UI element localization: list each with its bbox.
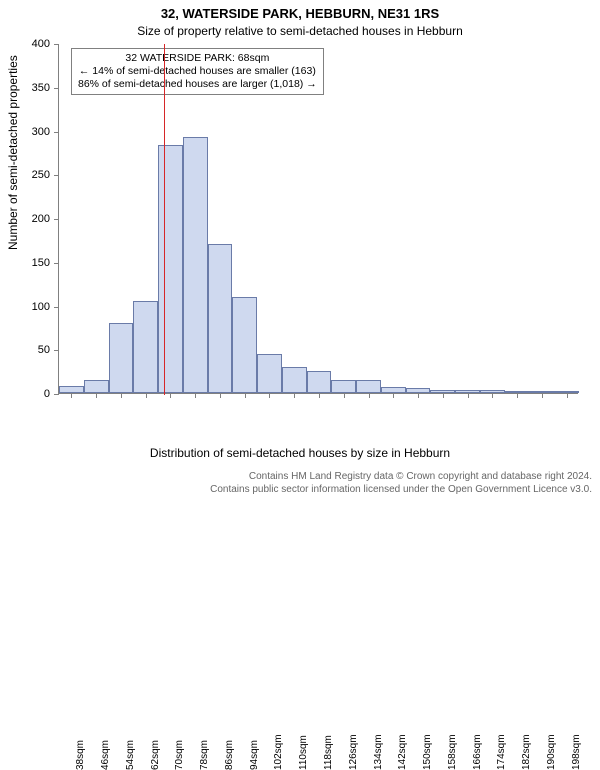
x-tick-label: 190sqm (546, 734, 557, 770)
x-axis-label: Distribution of semi-detached houses by … (0, 446, 600, 460)
y-tick (54, 394, 59, 395)
x-tick-label: 182sqm (521, 734, 532, 770)
chart-subtitle: Size of property relative to semi-detach… (0, 24, 600, 38)
x-tick (443, 393, 444, 398)
footer-line-1: Contains HM Land Registry data © Crown c… (20, 470, 592, 483)
property-marker-line (164, 44, 165, 395)
x-tick-label: 142sqm (397, 734, 408, 770)
y-tick-label: 0 (10, 388, 50, 400)
x-tick (121, 393, 122, 398)
x-tick (220, 393, 221, 398)
histogram-bar (331, 380, 356, 393)
x-tick-label: 86sqm (224, 740, 235, 770)
y-tick (54, 175, 59, 176)
x-tick (294, 393, 295, 398)
x-tick (393, 393, 394, 398)
x-tick (71, 393, 72, 398)
histogram-bar (282, 367, 307, 393)
x-tick (195, 393, 196, 398)
annotation-line-3: 86% of semi-detached houses are larger (… (78, 78, 317, 91)
x-tick-label: 134sqm (373, 734, 384, 770)
y-tick-label: 50 (10, 344, 50, 356)
x-tick (245, 393, 246, 398)
y-tick (54, 132, 59, 133)
x-tick (369, 393, 370, 398)
histogram-bar (183, 137, 208, 393)
x-tick-label: 54sqm (125, 740, 136, 770)
histogram-bar (307, 371, 332, 393)
y-tick-label: 300 (10, 126, 50, 138)
y-tick (54, 219, 59, 220)
x-tick (344, 393, 345, 398)
x-tick (146, 393, 147, 398)
histogram-bar (356, 380, 381, 393)
x-tick-label: 110sqm (298, 735, 309, 770)
x-tick-label: 102sqm (273, 734, 284, 770)
x-tick (542, 393, 543, 398)
x-tick (567, 393, 568, 398)
x-tick (492, 393, 493, 398)
footer-attribution: Contains HM Land Registry data © Crown c… (20, 470, 592, 496)
y-tick-label: 400 (10, 38, 50, 50)
histogram-bar (109, 323, 134, 393)
x-tick-label: 150sqm (422, 734, 433, 770)
x-tick (96, 393, 97, 398)
plot-area: 32 WATERSIDE PARK: 68sqm ← 14% of semi-d… (58, 44, 578, 394)
histogram-bar (158, 145, 183, 393)
footer-line-2: Contains public sector information licen… (20, 483, 592, 496)
y-tick-label: 200 (10, 213, 50, 225)
y-tick (54, 88, 59, 89)
chart-container: 32, WATERSIDE PARK, HEBBURN, NE31 1RS Si… (0, 0, 600, 500)
x-tick-label: 70sqm (174, 740, 185, 770)
y-tick (54, 44, 59, 45)
histogram-bar (208, 244, 233, 393)
x-tick-label: 38sqm (75, 740, 86, 770)
histogram-bar (232, 297, 257, 393)
chart-title: 32, WATERSIDE PARK, HEBBURN, NE31 1RS (0, 6, 600, 21)
y-tick (54, 350, 59, 351)
y-tick-label: 250 (10, 169, 50, 181)
y-tick-label: 150 (10, 257, 50, 269)
histogram-bar (133, 301, 158, 393)
x-tick-label: 94sqm (249, 740, 260, 770)
x-tick (269, 393, 270, 398)
x-tick-label: 78sqm (199, 740, 210, 770)
x-tick-label: 174sqm (496, 734, 507, 770)
x-tick-label: 158sqm (447, 734, 458, 770)
x-tick-label: 166sqm (472, 734, 483, 770)
x-tick-label: 62sqm (150, 740, 161, 770)
histogram-bar (84, 380, 109, 393)
annotation-line-2: ← 14% of semi-detached houses are smalle… (78, 65, 317, 78)
x-tick-label: 118sqm (323, 735, 334, 770)
histogram-bar (257, 354, 282, 393)
x-tick-label: 126sqm (348, 734, 359, 770)
x-tick (418, 393, 419, 398)
y-tick (54, 307, 59, 308)
x-tick-label: 198sqm (571, 734, 582, 770)
x-tick (468, 393, 469, 398)
annotation-line-1: 32 WATERSIDE PARK: 68sqm (78, 52, 317, 65)
x-tick (319, 393, 320, 398)
y-tick-label: 100 (10, 301, 50, 313)
annotation-box: 32 WATERSIDE PARK: 68sqm ← 14% of semi-d… (71, 48, 324, 95)
x-tick (517, 393, 518, 398)
x-tick-label: 46sqm (100, 740, 111, 770)
y-tick (54, 263, 59, 264)
y-tick-label: 350 (10, 82, 50, 94)
x-tick (170, 393, 171, 398)
histogram-bar (59, 386, 84, 393)
